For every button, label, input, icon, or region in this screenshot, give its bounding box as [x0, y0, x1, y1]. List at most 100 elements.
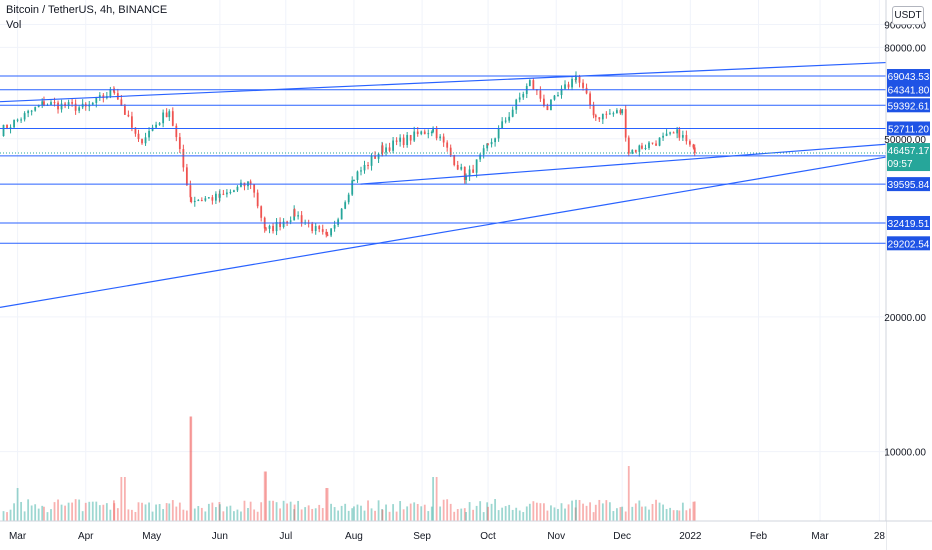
candle-body [363, 164, 366, 171]
candle-body [409, 135, 412, 141]
candle-body [432, 127, 435, 132]
volume-bar [340, 505, 343, 521]
volume-bar [616, 508, 618, 521]
volume-bar [247, 507, 249, 521]
volume-bar [465, 512, 467, 521]
current-price-label: 46457.17 [888, 146, 930, 157]
candle-body [189, 185, 192, 198]
volume-bar [420, 506, 423, 521]
volume-bar [585, 505, 588, 521]
volume-bar [456, 509, 459, 521]
candle-body [564, 84, 566, 89]
candle-body [67, 102, 70, 107]
volume-bar [333, 507, 336, 521]
candles-group [2, 71, 696, 521]
volume-bar [190, 416, 193, 521]
candle-body [460, 166, 463, 170]
candle-body [127, 114, 130, 117]
volume-bar [550, 505, 552, 521]
volume-bar [468, 502, 471, 521]
candle-body [402, 137, 405, 145]
volume-bar [171, 500, 174, 521]
candle-body [53, 102, 56, 104]
x-tick-label: Aug [345, 531, 363, 542]
volume-bar [472, 509, 475, 521]
level-price-tag [887, 215, 930, 230]
volume-bar [676, 510, 679, 521]
candle-body [685, 135, 688, 142]
volume-bar [30, 505, 33, 521]
candle-body [395, 140, 398, 142]
volume-bar [260, 502, 263, 521]
volume-bar [289, 501, 292, 521]
candle-body [532, 80, 535, 90]
candle-body [168, 111, 171, 118]
candle-body [592, 105, 595, 116]
candle-body [321, 229, 324, 232]
volume-bar [137, 502, 140, 521]
candle-body [144, 137, 147, 144]
candle-body [486, 143, 489, 149]
volume-bar [377, 500, 380, 521]
volume-bar [409, 503, 412, 521]
candle-body [353, 179, 355, 181]
volume-bar [263, 471, 266, 521]
candle-body [567, 84, 570, 88]
candle-body [624, 109, 627, 138]
candle-body [297, 215, 300, 217]
volume-bar [307, 505, 310, 521]
candle-body [490, 142, 493, 145]
candle-body [487, 143, 489, 145]
candle-body [479, 154, 482, 160]
volume-bar [116, 508, 119, 521]
candle-body [582, 82, 584, 88]
level-price-label: 64341.80 [888, 86, 930, 97]
time-axis [0, 521, 886, 550]
candle-body [151, 127, 154, 131]
volume-bar [168, 503, 171, 521]
candle-body [318, 226, 321, 230]
candle-body [571, 79, 573, 88]
y-tick-label: 10000.00 [884, 448, 926, 459]
volume-bar [123, 477, 126, 521]
volume-bar [218, 502, 221, 521]
volume-bar [102, 504, 105, 521]
candle-body [197, 200, 200, 202]
x-tick-label: Mar [9, 531, 27, 542]
level-price-tag [887, 177, 930, 192]
volume-bar [388, 511, 391, 521]
candle-body [385, 147, 387, 153]
volume-indicator-label[interactable]: Vol [6, 19, 22, 31]
volume-bar [57, 499, 59, 521]
volume-bar [678, 510, 681, 521]
volume-bar [185, 510, 188, 521]
volume-bar [574, 507, 577, 521]
volume-bar [134, 511, 137, 521]
candle-body [268, 225, 271, 229]
candle-body [325, 231, 328, 235]
candle-body [560, 88, 563, 96]
volume-bar [692, 501, 695, 521]
currency-button[interactable]: USDT [892, 6, 924, 25]
candle-body [37, 105, 40, 108]
y-tick-label: 80000.00 [884, 43, 926, 54]
volume-bar [151, 511, 154, 521]
volume-bar [120, 477, 123, 521]
candle-body [200, 200, 203, 202]
candle-body [222, 193, 225, 195]
volume-bar [337, 510, 340, 521]
volume-bar [638, 500, 641, 521]
candle-body [381, 145, 384, 153]
volume-bar [23, 511, 26, 521]
candle-body [522, 94, 525, 98]
candle-body [416, 131, 419, 135]
candle-body [300, 215, 303, 223]
candle-body [475, 159, 478, 173]
candle-body [314, 226, 317, 231]
candle-body [676, 129, 679, 134]
volume-bar [479, 501, 482, 521]
candle-body [50, 102, 52, 105]
volume-bar [43, 506, 45, 521]
